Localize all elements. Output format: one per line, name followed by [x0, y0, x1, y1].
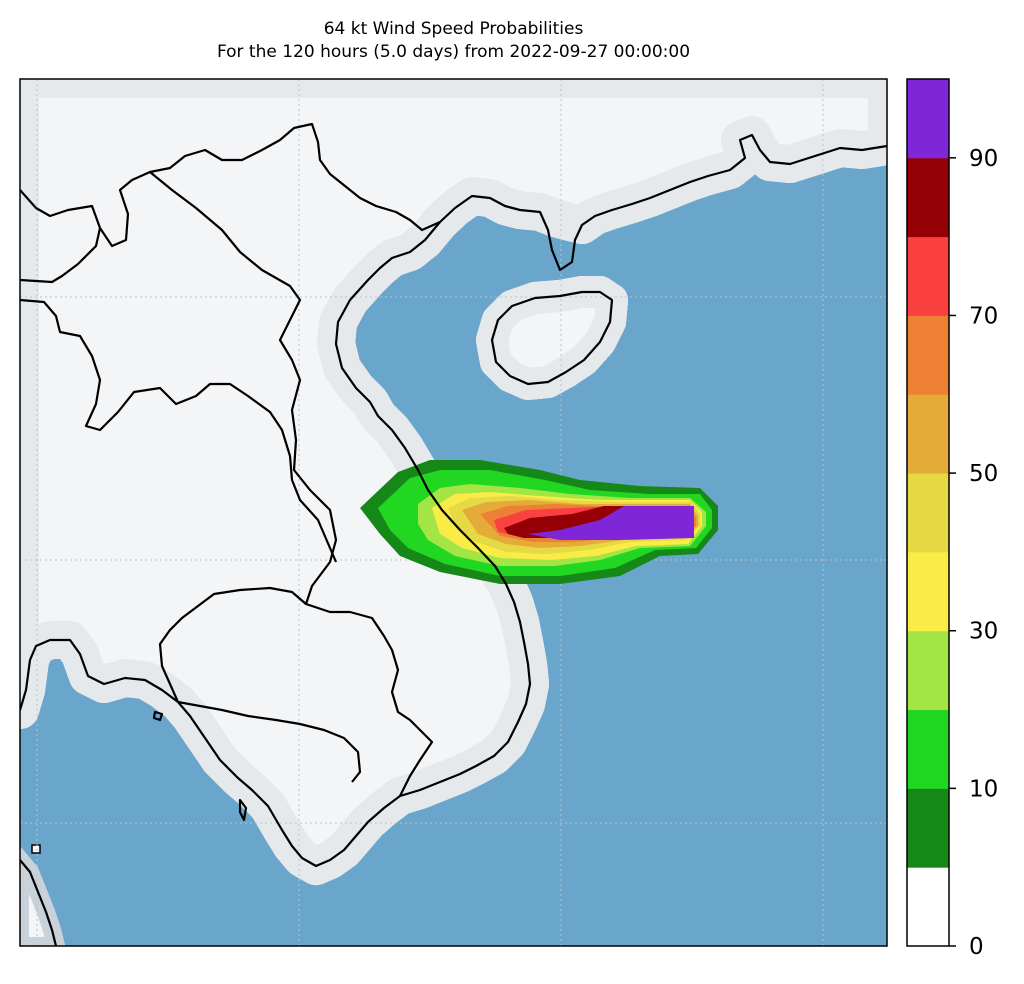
colorbar-tick-label: 50 — [969, 461, 998, 487]
border-laos-thailand — [20, 298, 338, 563]
colorbar-bin-70-80 — [907, 236, 949, 316]
colorbar-frame — [906, 78, 950, 947]
colorbar-bin-30-40 — [907, 551, 949, 632]
colorbar-tick-label: 70 — [969, 303, 998, 329]
colorbar-bin-80-90 — [907, 157, 949, 238]
colorbar-bin-60-70 — [907, 315, 949, 395]
title-line-1: 64 kt Wind Speed Probabilities — [323, 19, 584, 39]
title-line-2: For the 120 hours (5.0 days) from 2022-0… — [216, 42, 691, 62]
colorbar-bin-50-60 — [907, 394, 949, 474]
coastline — [20, 133, 887, 868]
colorbar-bin-0-5 — [907, 867, 949, 947]
coastal-island — [152, 710, 164, 722]
border-cambodia-vietnam — [177, 700, 362, 783]
colorbar-bin-90-100 — [907, 79, 949, 159]
peninsula-coastline — [20, 859, 58, 946]
border-china-vietnam — [20, 122, 441, 284]
small-island — [31, 844, 41, 854]
colorbar-tick-label: 0 — [969, 934, 984, 960]
colorbar-bin-5-10 — [907, 788, 949, 868]
probability-contours — [360, 460, 718, 584]
coastal-island — [238, 798, 248, 822]
map-frame — [19, 78, 888, 947]
colorbar — [907, 79, 949, 947]
border-laos-vietnam — [149, 171, 434, 797]
colorbar-bin-20-30 — [907, 630, 949, 711]
map-title: 64 kt Wind Speed Probabilities For the 1… — [20, 18, 887, 64]
hainan-coastline — [490, 290, 614, 386]
colorbar-tick-label: 30 — [969, 619, 998, 645]
colorbar-bin-10-20 — [907, 709, 949, 789]
colorbar-bin-40-50 — [907, 473, 949, 553]
colorbar-tick-label: 10 — [969, 776, 998, 802]
border-cambodia — [158, 586, 307, 703]
borders — [20, 122, 887, 946]
colorbar-ticks: 0 10 30 50 70 90 — [949, 146, 998, 960]
colorbar-tick-label: 90 — [969, 146, 998, 172]
contour-90-percent — [528, 506, 694, 540]
